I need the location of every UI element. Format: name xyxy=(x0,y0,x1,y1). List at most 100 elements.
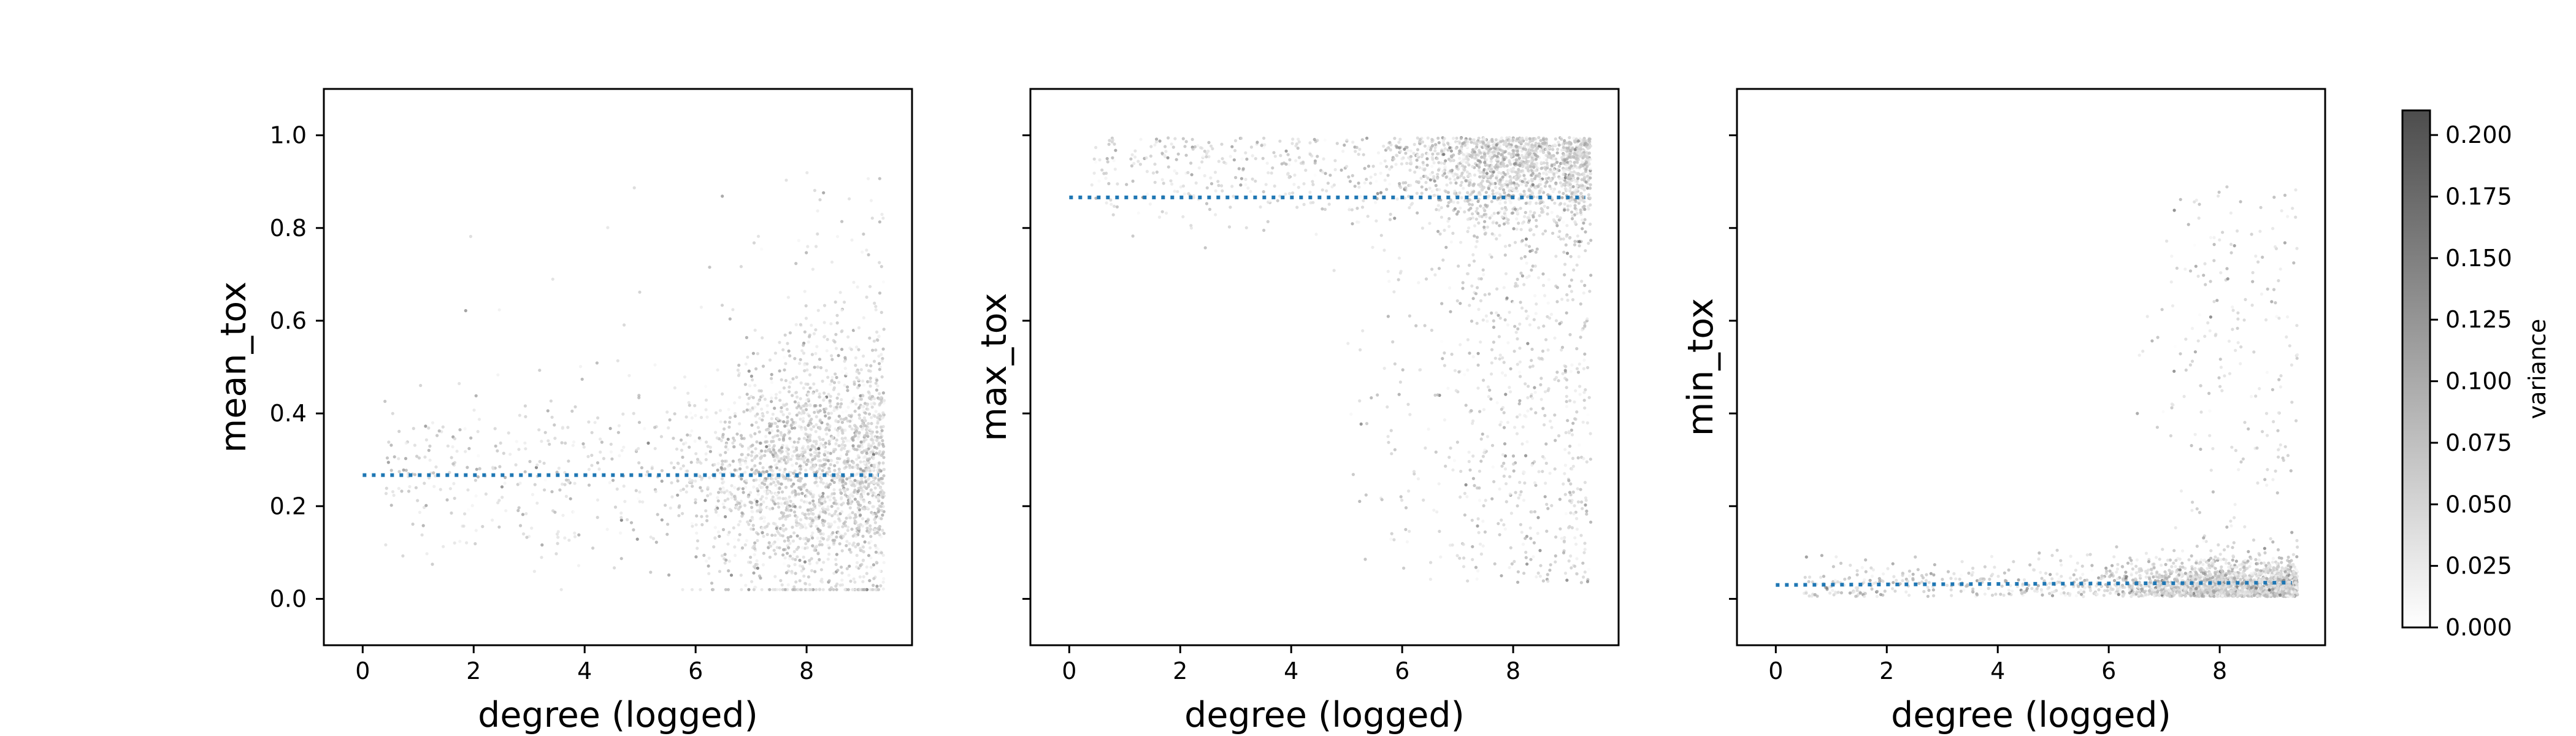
scatter-point xyxy=(868,384,872,388)
scatter-point xyxy=(1199,146,1203,150)
scatter-point xyxy=(859,394,862,397)
scatter-point xyxy=(1524,237,1528,241)
scatter-point xyxy=(470,504,474,508)
scatter-point xyxy=(1589,172,1592,175)
scatter-point xyxy=(1514,331,1518,334)
scatter-point xyxy=(772,448,776,452)
scatter-point xyxy=(1437,482,1441,486)
scatter-point xyxy=(1519,145,1523,149)
scatter-point xyxy=(704,509,708,513)
scatter-point xyxy=(780,527,784,531)
scatter-point xyxy=(523,470,527,473)
scatter-point xyxy=(838,470,841,474)
scatter-point xyxy=(651,537,655,540)
scatter-point xyxy=(772,521,775,526)
scatter-point xyxy=(860,405,864,408)
scatter-point xyxy=(778,487,781,491)
scatter-point xyxy=(1407,489,1411,493)
scatter-point xyxy=(400,489,404,493)
scatter-point xyxy=(1562,220,1565,224)
scatter-point xyxy=(854,356,857,360)
scatter-point xyxy=(1412,470,1416,473)
scatter-point xyxy=(820,543,824,546)
scatter-point xyxy=(1500,371,1505,375)
scatter-point xyxy=(723,561,727,565)
scatter-point xyxy=(708,445,712,449)
scatter-point xyxy=(759,497,763,501)
scatter-point xyxy=(751,351,755,355)
scatter-point xyxy=(781,439,786,442)
scatter-point xyxy=(1439,215,1443,219)
scatter-point xyxy=(761,526,764,531)
scatter-point xyxy=(572,440,576,444)
scatter-point xyxy=(474,394,478,397)
scatter-point xyxy=(865,451,868,455)
scatter-point xyxy=(846,488,849,491)
scatter-point xyxy=(1547,170,1551,174)
scatter-point xyxy=(1575,180,1579,183)
scatter-point xyxy=(1573,140,1577,144)
scatter-point xyxy=(1516,415,1519,419)
scatter-point xyxy=(384,543,388,546)
scatter-point xyxy=(1575,347,1579,351)
scatter-point xyxy=(1398,380,1402,384)
scatter-point xyxy=(1541,208,1544,212)
scatter-point xyxy=(1498,224,1501,228)
scatter-point xyxy=(1382,366,1386,370)
scatter-point xyxy=(782,470,786,473)
scatter-point xyxy=(756,402,760,406)
scatter-point xyxy=(1516,327,1520,331)
scatter-point xyxy=(1472,138,1476,142)
scatter-point xyxy=(817,451,821,455)
scatter-point xyxy=(769,482,773,486)
scatter-point xyxy=(840,510,844,513)
scatter-point xyxy=(524,415,527,419)
scatter-point xyxy=(1483,293,1487,297)
scatter-point xyxy=(556,542,559,545)
scatter-point xyxy=(835,535,838,539)
scatter-point xyxy=(705,519,709,523)
scatter-point xyxy=(751,524,755,527)
scatter-point xyxy=(813,188,816,193)
scatter-point xyxy=(573,481,577,485)
scatter-point xyxy=(427,426,431,430)
scatter-point xyxy=(616,359,619,362)
scatter-point xyxy=(761,563,765,567)
scatter-point xyxy=(385,486,388,490)
scatter-point xyxy=(673,412,677,416)
scatter-point xyxy=(753,405,757,409)
scatter-point xyxy=(1472,182,1476,186)
scatter-point xyxy=(1522,174,1526,177)
scatter-point xyxy=(832,480,836,485)
scatter-point xyxy=(1249,145,1253,149)
scatter-point xyxy=(881,505,885,508)
scatter-point xyxy=(816,232,819,236)
scatter-point xyxy=(799,467,803,471)
scatter-point xyxy=(1097,179,1101,183)
scatter-point xyxy=(1413,472,1416,476)
scatter-point xyxy=(861,559,865,562)
scatter-point xyxy=(1563,208,1566,212)
scatter-point xyxy=(1477,531,1481,534)
scatter-point xyxy=(873,445,876,449)
scatter-point xyxy=(723,420,727,424)
scatter-point xyxy=(861,394,865,397)
scatter-point xyxy=(1576,500,1581,504)
scatter-point xyxy=(872,577,876,580)
scatter-point xyxy=(577,564,581,567)
scatter-point xyxy=(843,417,847,421)
scatter-point xyxy=(1539,564,1543,567)
scatter-point xyxy=(1273,155,1277,158)
scatter-point xyxy=(1482,175,1486,178)
scatter-point xyxy=(750,450,754,454)
scatter-point xyxy=(1482,378,1485,382)
scatter-point xyxy=(872,563,875,567)
scatter-point xyxy=(1492,170,1495,174)
scatter-point xyxy=(1506,221,1510,225)
scatter-point xyxy=(1587,396,1591,399)
scatter-point xyxy=(776,537,780,541)
scatter-point xyxy=(878,177,881,180)
scatter-point xyxy=(1522,145,1527,148)
scatter-point xyxy=(804,526,808,530)
scatter-point xyxy=(775,527,778,531)
